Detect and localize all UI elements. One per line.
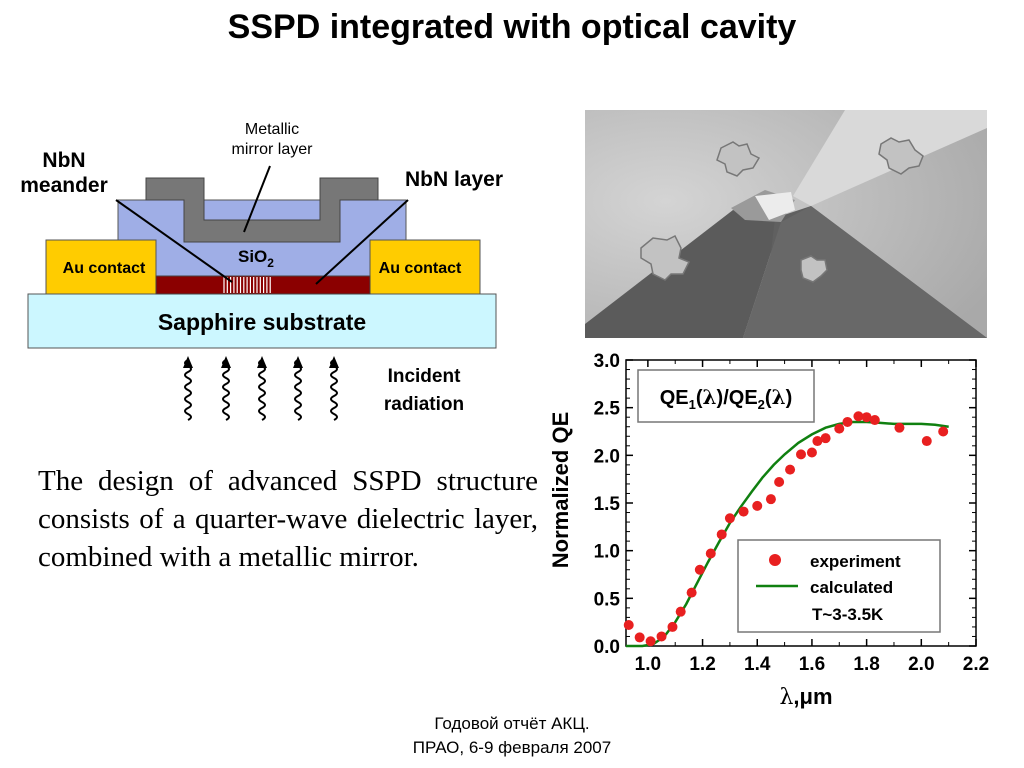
footer-line-1: Годовой отчёт АКЦ. bbox=[434, 714, 590, 733]
experiment-point bbox=[938, 426, 949, 437]
radiation-wave bbox=[330, 358, 338, 421]
experiment-point bbox=[812, 436, 823, 447]
slide-title: SSPD integrated with optical cavity bbox=[227, 8, 797, 46]
x-tick-label: 1.6 bbox=[799, 654, 825, 675]
label-nbn-meander-1: NbN bbox=[42, 149, 85, 172]
sapphire-substrate bbox=[27, 293, 497, 349]
experiment-point bbox=[738, 506, 749, 517]
x-tick-label: 1.8 bbox=[853, 654, 879, 675]
experiment-point bbox=[853, 411, 864, 422]
metallic-mirror bbox=[145, 177, 379, 243]
experiment-point bbox=[842, 416, 853, 427]
experiment-point bbox=[820, 433, 831, 444]
microscope-photo bbox=[585, 110, 987, 338]
legend-temperature: T~3-3.5K bbox=[812, 605, 884, 624]
au-contact-right bbox=[363, 239, 481, 295]
experiment-point bbox=[634, 632, 645, 643]
x-tick-label: 2.2 bbox=[963, 654, 989, 675]
y-tick-label: 3.0 bbox=[594, 351, 620, 372]
radiation-wave bbox=[294, 358, 302, 421]
experiment-point bbox=[667, 621, 678, 632]
radiation-arrowhead bbox=[293, 356, 303, 368]
experiment-point bbox=[785, 464, 796, 475]
label-sio2: SiO2 bbox=[238, 247, 274, 270]
experiment-point bbox=[686, 587, 697, 598]
label-au-left: Au contact bbox=[63, 260, 146, 277]
experiment-point bbox=[623, 620, 634, 631]
legend-title: QE1(λ)/QE2(λ) bbox=[660, 385, 793, 412]
label-metallic-1: Metallic bbox=[245, 121, 299, 138]
experiment-point bbox=[675, 606, 686, 617]
experiment-point bbox=[645, 636, 656, 647]
legend-title-box bbox=[637, 369, 815, 423]
legend-experiment-label: experiment bbox=[810, 552, 901, 571]
experiment-point bbox=[716, 529, 727, 540]
pointer-nbn-layer bbox=[315, 199, 409, 285]
label-au-right: Au contact bbox=[379, 260, 462, 277]
au-contact-left bbox=[45, 239, 163, 295]
experiment-point bbox=[774, 477, 785, 488]
experiment-point bbox=[765, 494, 776, 505]
x-tick-label: 2.0 bbox=[908, 654, 934, 675]
axis-ticks: 1.0 1.2 1.4 1.6 1.8 2.0 2.2 0.0 0.5 1.0 1.5 2.0 2.5 3… bbox=[594, 351, 990, 675]
y-tick-label: 2.0 bbox=[594, 446, 620, 467]
nbn-meander bbox=[223, 277, 271, 293]
pointer-meander bbox=[115, 199, 233, 283]
label-incident-1: Incident bbox=[388, 366, 462, 387]
x-tick-label: 1.2 bbox=[689, 654, 715, 675]
experiment-point bbox=[869, 415, 880, 426]
label-metallic-2: mirror layer bbox=[232, 141, 314, 158]
experiment-point bbox=[806, 447, 817, 458]
legend-calculated-label: calculated bbox=[810, 578, 893, 597]
pointer-metallic bbox=[243, 165, 271, 233]
radiation-arrowhead bbox=[221, 356, 231, 368]
radiation-arrowhead bbox=[183, 356, 193, 368]
y-tick-label: 2.5 bbox=[594, 399, 621, 420]
experiment-point bbox=[656, 631, 667, 642]
footer: Годовой отчёт АКЦ. ПРАО, 6-9 февраля 200… bbox=[0, 712, 1024, 760]
qe-chart: Normalized QE 1.0 1.2 1.4 1.6 1.8 2.0 2.2 0.0 0.… bbox=[548, 351, 990, 710]
device-diagram: Metallic mirror layer NbN meander NbN la… bbox=[20, 121, 503, 421]
radiation-wave bbox=[258, 358, 266, 421]
label-nbn-meander-2: meander bbox=[20, 174, 108, 197]
radiation-wave bbox=[222, 358, 230, 421]
label-incident-2: radiation bbox=[384, 394, 464, 415]
x-tick-label: 1.4 bbox=[744, 654, 771, 675]
radiation-wave bbox=[184, 358, 192, 421]
footer-line-2: ПРАО, 6-9 февраля 2007 bbox=[412, 738, 612, 757]
y-tick-label: 1.0 bbox=[594, 542, 620, 563]
experiment-point bbox=[705, 548, 716, 559]
y-tick-label: 0.0 bbox=[594, 637, 620, 658]
experiment-point bbox=[921, 436, 932, 447]
radiation-arrowhead bbox=[329, 356, 339, 368]
experiment-point bbox=[834, 423, 845, 434]
label-nbn-layer: NbN layer bbox=[405, 168, 503, 191]
incident-radiation-arrows bbox=[183, 356, 339, 421]
experiment-point bbox=[752, 500, 763, 511]
y-tick-label: 0.5 bbox=[594, 589, 621, 610]
experiment-point bbox=[861, 412, 872, 423]
radiation-arrowhead bbox=[257, 356, 267, 368]
y-axis-label: Normalized QE bbox=[548, 412, 573, 568]
experiment-series bbox=[623, 411, 949, 647]
y-tick-label: 1.5 bbox=[594, 494, 621, 515]
experiment-point bbox=[724, 513, 735, 524]
experiment-point bbox=[694, 564, 705, 575]
x-tick-label: 1.0 bbox=[635, 654, 661, 675]
label-substrate: Sapphire substrate bbox=[158, 309, 366, 335]
description-text: The design of advanced SSPD structure co… bbox=[38, 465, 538, 573]
x-axis-label: λ,μm bbox=[779, 684, 832, 710]
legend-experiment-marker bbox=[769, 554, 781, 566]
experiment-point bbox=[894, 422, 905, 433]
experiment-point bbox=[796, 449, 806, 460]
